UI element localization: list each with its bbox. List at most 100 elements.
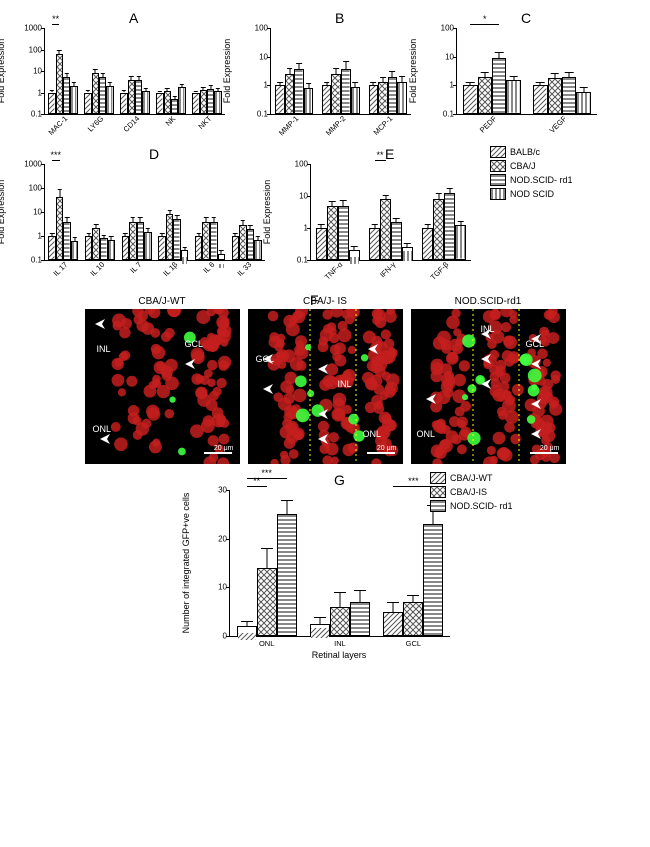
bar [350, 602, 370, 636]
microscopy-panel: CBA/J-WTINLGCLONL20 μm [85, 296, 240, 464]
ylabel-E: Fold Expression [262, 180, 272, 245]
chart-G: 0102030ONLINLGCL******** [229, 490, 450, 637]
legend-label: CBA/J [510, 161, 536, 171]
bar [397, 82, 407, 114]
xtick-label: NK [164, 114, 178, 128]
bar [327, 206, 338, 260]
panel-row-2: D 0.11101001000IL 17IL 10IL 7IL 1βIL 6IL … [10, 146, 640, 286]
xtick-label: TGF-β [429, 260, 451, 282]
panel-D: D 0.11101001000IL 17IL 10IL 7IL 1βIL 6IL … [10, 146, 270, 286]
xtick-label: IL 33 [235, 260, 253, 278]
bar [463, 85, 477, 114]
layer-label: GCL [256, 354, 275, 364]
xtick-label: IFN-γ [378, 260, 397, 279]
bar [277, 514, 297, 636]
ylabel-G: Number of integrated GFP+ve cells [181, 493, 191, 634]
bar [492, 58, 506, 114]
chart-D: 0.11101001000IL 17IL 10IL 7IL 1βIL 6IL 3… [44, 164, 265, 261]
xtick-label: INL [334, 639, 346, 648]
bar [380, 199, 391, 260]
xtick-label: IL 17 [52, 260, 70, 278]
panel-C: C0.1110100PEDFVEGF*Fold Expression [422, 10, 602, 140]
scalebar [367, 452, 395, 454]
panel-label-D: D [149, 146, 159, 162]
panel-E: E0.1110100TNF-αIFN-γTGF-β**Fold Expressi… [276, 146, 476, 286]
xtick-label: MCP-1 [371, 114, 394, 137]
bar [158, 236, 166, 260]
bar [349, 250, 360, 260]
bar [70, 86, 77, 114]
bar [92, 73, 99, 114]
legend-item: NOD.SCID- rd1 [430, 500, 513, 512]
ylabel-D: Fold Expression [0, 180, 6, 245]
bar [548, 78, 562, 114]
bar [294, 69, 304, 114]
bar [142, 91, 149, 114]
bar [285, 74, 295, 114]
bar [433, 199, 444, 260]
chart-C: 0.1110100PEDFVEGF* [456, 28, 597, 115]
sig-marker: *** [408, 476, 419, 486]
bar [423, 524, 443, 636]
sig-marker: * [483, 14, 487, 24]
legend-label: NOD SCID [510, 189, 554, 199]
legend-swatch [430, 472, 446, 484]
xtick-label: PEDF [478, 114, 499, 135]
legend-swatch [430, 500, 446, 512]
bar [122, 236, 130, 260]
xtick-label: IL 10 [88, 260, 106, 278]
xtick-label: IL 6 [201, 260, 216, 275]
xtick-label: MMP-2 [324, 114, 347, 137]
xtick-label: MMP-1 [277, 114, 300, 137]
bar [171, 99, 178, 114]
bar [422, 228, 433, 260]
bar [304, 88, 314, 114]
bar [391, 222, 402, 260]
legend-item: CBA/J [490, 160, 573, 172]
bar [533, 85, 547, 114]
panel-label-A: A [129, 10, 138, 26]
legend-swatch [430, 486, 446, 498]
xtick-label: ONL [259, 639, 274, 648]
microscopy-image: GCLINLONL20 μm [248, 309, 403, 464]
bar [218, 254, 226, 260]
bar [166, 214, 174, 260]
microscopy-title: NOD.SCID-rd1 [411, 296, 566, 307]
xtick-label: IL 1β [162, 260, 180, 278]
bar [388, 77, 398, 114]
legend-item: NOD SCID [490, 188, 573, 200]
legend-swatch [490, 174, 506, 186]
layer-label: ONL [363, 429, 382, 439]
bar [330, 607, 350, 636]
xtick-label: IL 7 [128, 260, 143, 275]
bar [254, 240, 262, 260]
legend-label: CBA/J-WT [450, 473, 493, 483]
legend-label: BALB/c [510, 147, 540, 157]
scalebar-label: 20 μm [214, 445, 234, 452]
panel-row-1: A0.11101001000MAC-1LY6GCD14NKNKT**Fold E… [10, 10, 640, 140]
ylabel-A: Fold Expression [0, 39, 6, 104]
panel-label-C: C [521, 10, 531, 26]
xtick-label: VEGF [548, 114, 569, 135]
bar [120, 93, 127, 115]
legend-G: CBA/J-WTCBA/J-ISNOD.SCID- rd1 [430, 472, 513, 514]
panel-G-wrap: G0102030ONLINLGCL********Number of integ… [10, 472, 640, 662]
bar [402, 247, 413, 260]
chart-A: 0.11101001000MAC-1LY6GCD14NKNKT** [44, 28, 225, 115]
scalebar-label: 20 μm [540, 445, 560, 452]
sig-marker: *** [51, 150, 62, 160]
bar [135, 80, 142, 114]
panel-G: G0102030ONLINLGCL********Number of integ… [195, 472, 455, 662]
bar [341, 69, 351, 114]
legend-label: NOD.SCID- rd1 [510, 175, 573, 185]
bar [192, 93, 199, 115]
bar [455, 225, 466, 260]
microscopy-panel: NOD.SCID-rd1ONLINLGCL20 μm [411, 296, 566, 464]
layer-label: INL [338, 379, 352, 389]
bar [322, 85, 332, 114]
layer-label: GCL [526, 339, 545, 349]
legend-label: NOD.SCID- rd1 [450, 501, 513, 511]
xtick-label: GCL [406, 639, 421, 648]
microscopy-row: CBA/J-WTINLGCLONL20 μmCBA/J- ISGCLINLONL… [10, 296, 640, 464]
layer-label: ONL [93, 424, 112, 434]
